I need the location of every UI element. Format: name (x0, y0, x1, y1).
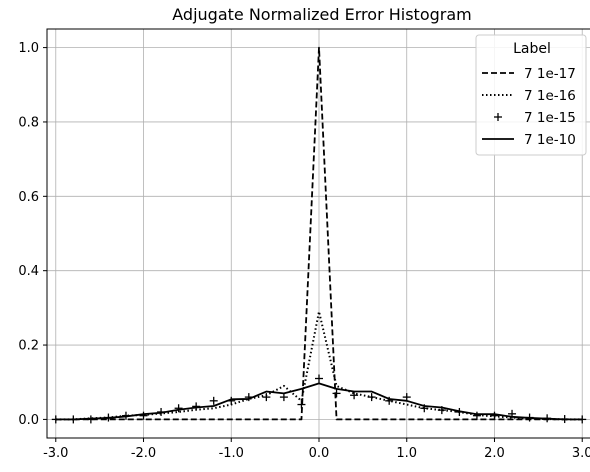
legend-title: Label (513, 41, 551, 57)
legend-label: 7 1e-16 (524, 88, 576, 104)
legend: Label 7 1e-17 7 1e-16 7 1e-15 7 1e-10 (475, 34, 587, 156)
data-point-marker (209, 396, 218, 405)
x-tick-label: -2.0 (131, 446, 156, 461)
legend-entry: 7 1e-17 (482, 66, 576, 82)
legend-label: 7 1e-10 (524, 132, 576, 148)
data-point-marker (472, 411, 481, 420)
data-point-marker (262, 393, 271, 402)
x-tick-label: 0.0 (309, 446, 330, 461)
legend-label: 7 1e-15 (524, 110, 576, 126)
x-tick-label: -1.0 (219, 446, 244, 461)
data-point-marker (332, 389, 341, 398)
series-layer (51, 46, 587, 424)
legend-entries: 7 1e-17 7 1e-16 7 1e-15 7 1e-10 (482, 66, 576, 148)
y-tick-label: 1.0 (18, 41, 39, 56)
data-point-marker (490, 411, 499, 420)
data-point-marker (350, 391, 359, 400)
y-tick-label: 0.8 (18, 115, 39, 130)
legend-box (475, 34, 587, 156)
data-point-marker (139, 411, 148, 420)
ticks: -3.0 -2.0 -1.0 0.0 1.0 2.0 3.0 0.0 0.2 0.4 0.6 0.8 1… (18, 41, 590, 461)
data-point-marker (315, 374, 323, 383)
y-tick-label: 0.2 (18, 339, 39, 354)
data-point-marker (402, 393, 411, 402)
x-tick-label: -3.0 (43, 446, 68, 461)
x-tick-label: 3.0 (572, 446, 590, 461)
x-tick-label: 2.0 (484, 446, 505, 461)
legend-entry: 7 1e-16 (482, 88, 576, 104)
y-tick-label: 0.4 (18, 264, 39, 279)
chart-title: Adjugate Normalized Error Histogram (172, 5, 471, 24)
series-7-1e-10 (55, 382, 583, 421)
data-point-marker (367, 393, 376, 402)
legend-marker (494, 113, 502, 121)
data-point-marker (279, 393, 288, 402)
data-point-marker (174, 404, 183, 413)
y-tick-label: 0.6 (18, 190, 39, 205)
legend-entry: 7 1e-15 (494, 110, 576, 126)
legend-label: 7 1e-17 (524, 66, 576, 82)
data-point-marker (297, 400, 306, 409)
y-tick-label: 0.0 (18, 413, 39, 428)
x-tick-label: 1.0 (396, 446, 417, 461)
legend-entry: 7 1e-10 (482, 132, 576, 148)
